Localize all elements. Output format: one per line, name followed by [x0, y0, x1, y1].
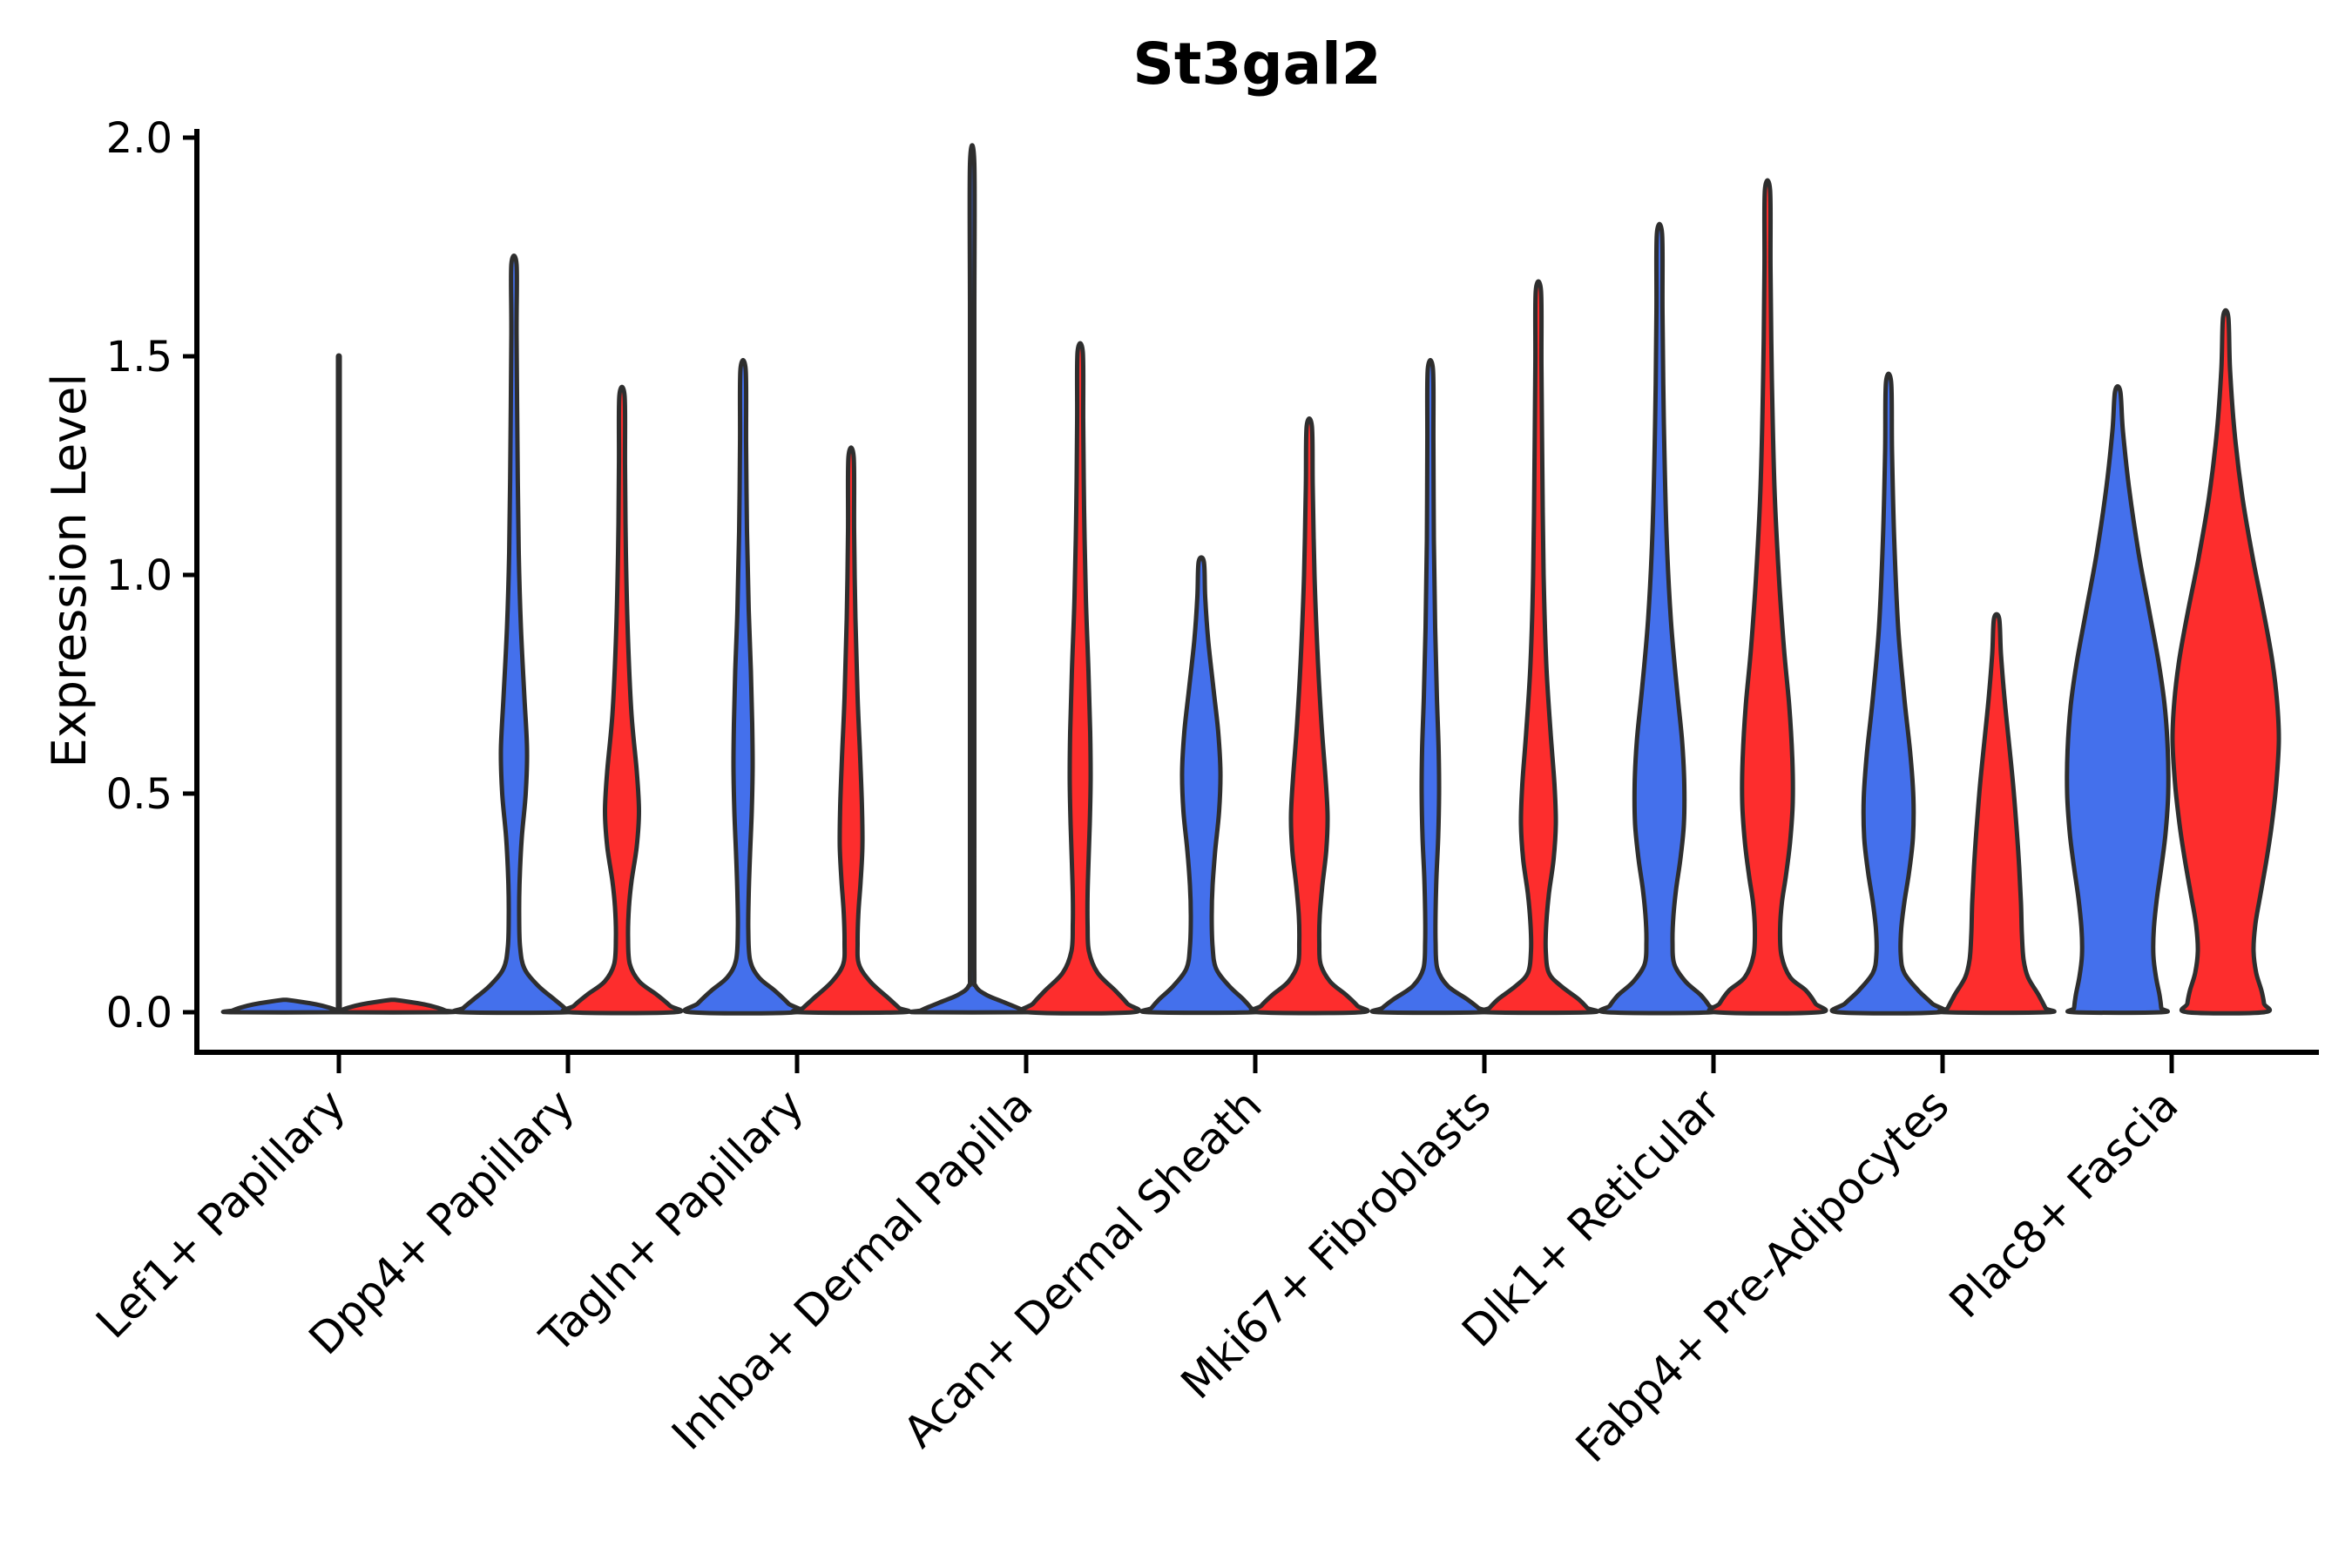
- chart-title: St3gal2: [1132, 30, 1381, 98]
- x-tick-label-fabp4-pre-adipocytes: Fabp4+ Pre-Adipocytes: [1566, 1079, 1959, 1472]
- y-tick-label: 2.0: [106, 114, 172, 163]
- violin-lef1-papillary-blue: [220, 997, 349, 1015]
- violin-tagln-papillary-blue: [682, 357, 804, 1016]
- violin-inhba-dermal-papilla-red: [1018, 341, 1142, 1016]
- violin-inhba-dermal-papilla-blue: [909, 143, 1036, 1015]
- y-tick-label: 1.5: [106, 333, 172, 382]
- x-tick-label-plac8-fascia: Plac8+ Fascia: [1940, 1079, 2188, 1328]
- y-tick-label: 1.0: [106, 551, 172, 600]
- violin-lef1-papillary-red: [328, 997, 457, 1015]
- violin-layer: [220, 143, 2281, 1016]
- violin-fabp4-pre-adipocytes-blue: [1829, 371, 1948, 1016]
- violin-dpp4-papillary-red: [560, 384, 684, 1016]
- violin-dpp4-papillary-blue: [451, 253, 577, 1016]
- y-tick-label: 0.0: [106, 989, 172, 1037]
- violin-fabp4-pre-adipocytes-red: [1936, 612, 2057, 1016]
- violin-plac8-fascia-blue: [2065, 384, 2171, 1016]
- y-tick-label: 0.5: [106, 770, 172, 819]
- violin-dlk1-reticular-blue: [1598, 221, 1721, 1016]
- violin-mki67-fibroblasts-red: [1477, 279, 1600, 1016]
- violin-tagln-papillary-red: [790, 445, 912, 1016]
- violin-mki67-fibroblasts-blue: [1369, 357, 1491, 1016]
- violin-acan-dermal-sheath-blue: [1139, 555, 1263, 1016]
- x-tick-label-lef1-papillary: Lef1+ Papillary: [86, 1079, 355, 1348]
- violin-acan-dermal-sheath-red: [1248, 416, 1370, 1016]
- violin-plac8-fascia-red: [2170, 308, 2281, 1016]
- y-axis-label: Expression Level: [42, 374, 97, 768]
- violin-dlk1-reticular-red: [1707, 178, 1828, 1016]
